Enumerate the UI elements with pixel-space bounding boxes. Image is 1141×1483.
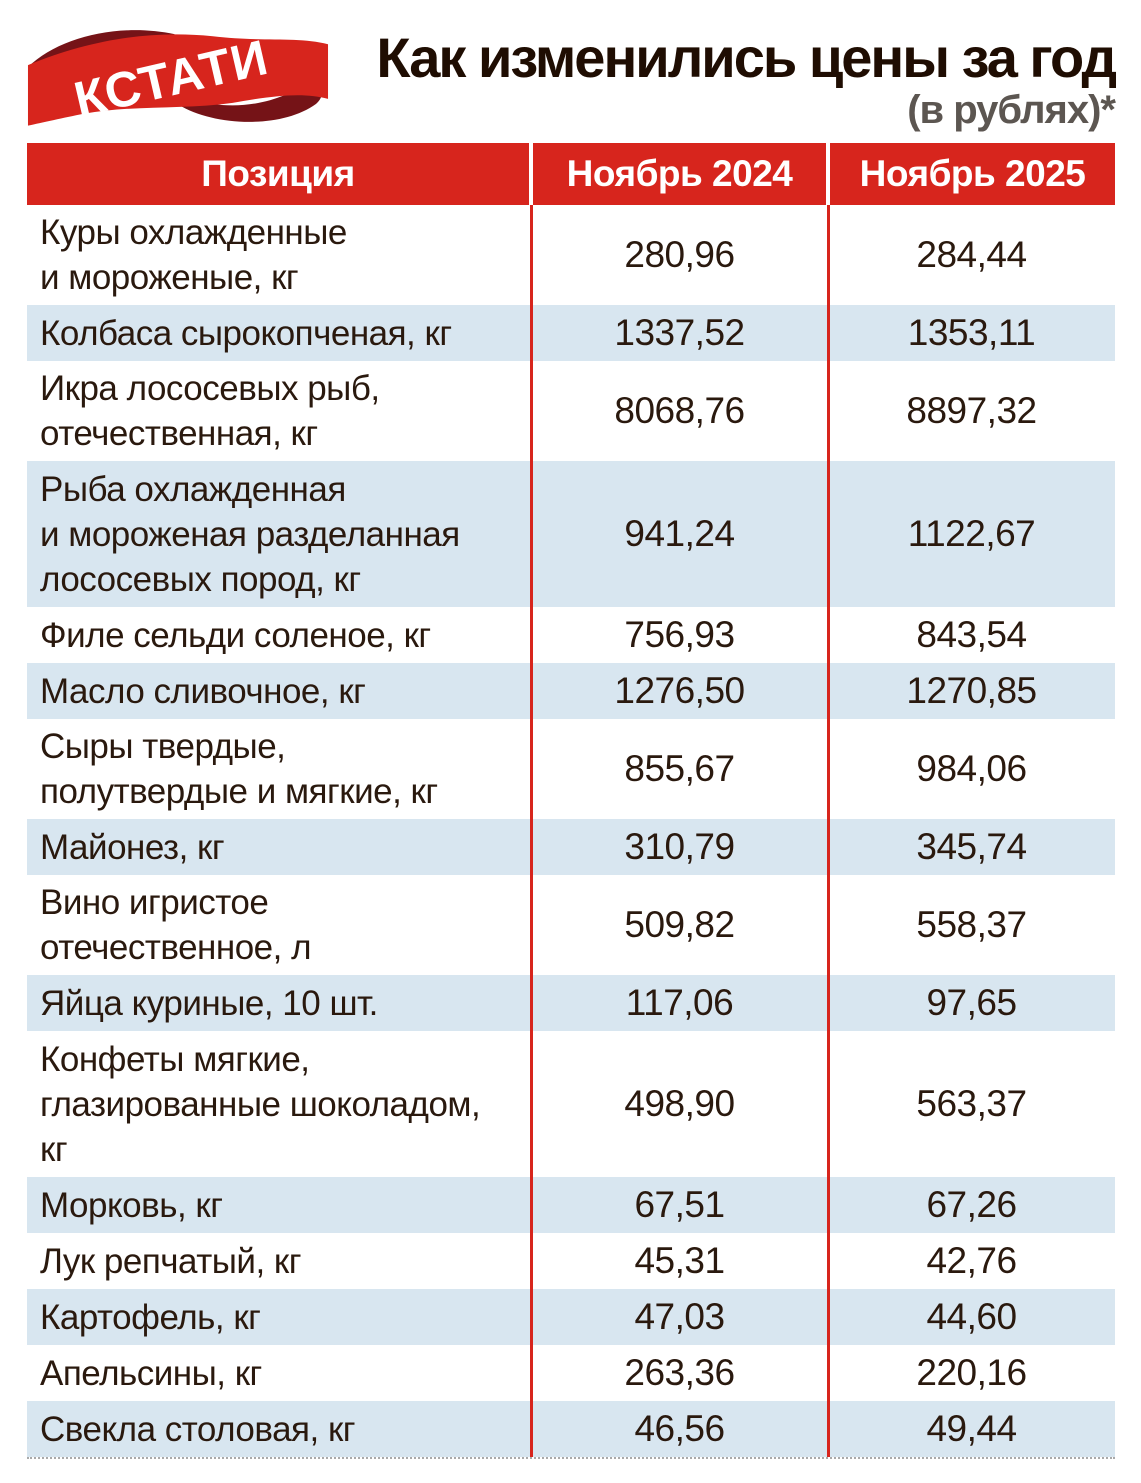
price-table: Позиция Ноябрь 2024 Ноябрь 2025 Куры охл… [27, 143, 1115, 1459]
price-nov-2024: 8068,76 [614, 390, 745, 431]
item-name: Лук репчатый, кг [40, 1241, 301, 1281]
table-row: Свекла столовая, кг 46,56 49,44 [27, 1401, 1115, 1457]
price-nov-2025: 345,74 [916, 826, 1027, 867]
item-name: Морковь, кг [40, 1185, 223, 1225]
table-row: Рыба охлажденная и мороженая разделанная… [27, 461, 1115, 607]
price-nov-2025: 558,37 [916, 904, 1027, 945]
price-nov-2025: 984,06 [916, 748, 1027, 789]
price-nov-2024: 941,24 [624, 513, 735, 554]
price-nov-2024: 46,56 [634, 1408, 725, 1449]
table-body: Куры охлажденные и мороженые, кг 280,96 … [27, 205, 1115, 1459]
table-row: Яйца куриные, 10 шт. 117,06 97,65 [27, 975, 1115, 1031]
item-name: Филе сельди соленое, кг [40, 615, 431, 655]
price-nov-2025: 843,54 [916, 614, 1027, 655]
item-name: Сыры твердые, полутвердые и мягкие, кг [40, 727, 438, 811]
table-row: Сыры твердые, полутвердые и мягкие, кг 8… [27, 719, 1115, 819]
item-name: Колбаса сырокопченая, кг [40, 313, 452, 353]
price-nov-2025: 8897,32 [906, 390, 1037, 431]
item-name: Куры охлажденные и мороженые, кг [40, 213, 347, 297]
column-header-position: Позиция [27, 143, 529, 205]
item-name: Конфеты мягкие, глазированные шоколадом,… [40, 1039, 481, 1169]
price-nov-2025: 67,26 [926, 1184, 1017, 1225]
price-nov-2025: 1353,11 [907, 312, 1036, 353]
price-nov-2024: 67,51 [634, 1184, 725, 1225]
item-name: Вино игристое отечественное, л [40, 883, 312, 967]
column-divider-icon [827, 205, 830, 1457]
price-nov-2025: 44,60 [926, 1296, 1017, 1337]
kstati-ribbon-badge: КСТАТИ [27, 29, 329, 128]
table-row: Морковь, кг 67,51 67,26 [27, 1177, 1115, 1233]
price-nov-2024: 47,03 [634, 1296, 725, 1337]
column-header-nov-2025: Ноябрь 2025 [830, 143, 1115, 205]
price-nov-2025: 1122,67 [907, 513, 1036, 554]
price-nov-2025: 563,37 [916, 1083, 1027, 1124]
table-row: Икра лососевых рыб, отечественная, кг 80… [27, 361, 1115, 461]
table-row: Масло сливочное, кг 1276,50 1270,85 [27, 663, 1115, 719]
price-nov-2024: 310,79 [624, 826, 735, 867]
price-nov-2025: 284,44 [916, 234, 1027, 275]
masthead: КСТАТИ Как изменились цены за год (в руб… [0, 0, 1141, 143]
table-row: Вино игристое отечественное, л 509,82 55… [27, 875, 1115, 975]
item-name: Рыба охлажденная и мороженая разделанная… [40, 469, 460, 599]
column-divider-icon [530, 205, 533, 1457]
item-name: Майонез, кг [40, 827, 225, 867]
price-nov-2024: 756,93 [624, 614, 735, 655]
title-block: Как изменились цены за год (в рублях)* [376, 26, 1117, 133]
item-name: Яйца куриные, 10 шт. [40, 983, 378, 1023]
price-nov-2025: 1270,85 [906, 670, 1037, 711]
price-nov-2024: 1337,52 [614, 312, 745, 353]
price-nov-2024: 509,82 [624, 904, 735, 945]
column-header-nov-2024: Ноябрь 2024 [533, 143, 826, 205]
table-row: Лук репчатый, кг 45,31 42,76 [27, 1233, 1115, 1289]
table-row: Куры охлажденные и мороженые, кг 280,96 … [27, 205, 1115, 305]
table-row: Картофель, кг 47,03 44,60 [27, 1289, 1115, 1345]
table-row: Апельсины, кг 263,36 220,16 [27, 1345, 1115, 1401]
item-name: Апельсины, кг [40, 1353, 262, 1393]
table-row: Майонез, кг 310,79 345,74 [27, 819, 1115, 875]
item-name: Картофель, кг [40, 1297, 261, 1337]
price-nov-2025: 97,65 [926, 982, 1017, 1023]
price-nov-2025: 220,16 [916, 1352, 1027, 1393]
price-nov-2025: 42,76 [926, 1240, 1017, 1281]
ribbon-band-icon [27, 34, 329, 126]
item-name: Икра лососевых рыб, отечественная, кг [40, 369, 380, 453]
item-name: Свекла столовая, кг [40, 1409, 356, 1449]
table-row: Колбаса сырокопченая, кг 1337,52 1353,11 [27, 305, 1115, 361]
price-nov-2024: 117,06 [625, 982, 734, 1023]
ribbon-fold-bottom-icon [178, 79, 323, 122]
price-nov-2024: 498,90 [624, 1083, 735, 1124]
price-nov-2024: 855,67 [624, 748, 735, 789]
table-row: Филе сельди соленое, кг 756,93 843,54 [27, 607, 1115, 663]
price-nov-2024: 1276,50 [614, 670, 745, 711]
price-nov-2024: 45,31 [634, 1240, 725, 1281]
price-nov-2025: 49,44 [926, 1408, 1017, 1449]
page-subtitle: (в рублях)* [907, 88, 1116, 132]
price-nov-2024: 280,96 [624, 234, 735, 275]
item-name: Масло сливочное, кг [40, 671, 366, 711]
price-nov-2024: 263,36 [624, 1352, 735, 1393]
page-title: Как изменились цены за год [376, 26, 1117, 89]
table-row: Конфеты мягкие, глазированные шоколадом,… [27, 1031, 1115, 1177]
table-header-row: Позиция Ноябрь 2024 Ноябрь 2025 [27, 143, 1115, 205]
